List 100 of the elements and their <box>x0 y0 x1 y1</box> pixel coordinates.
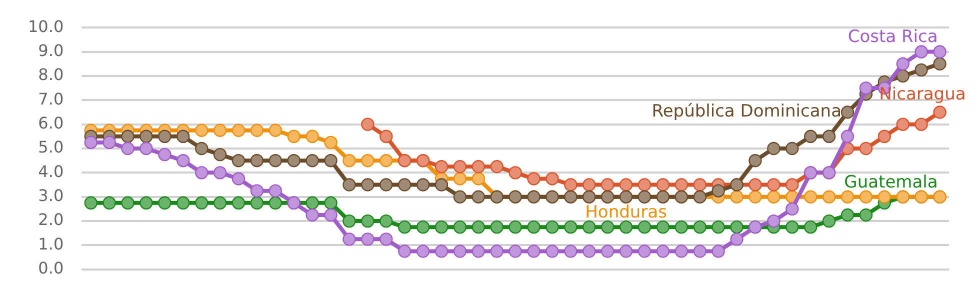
point <box>194 196 208 210</box>
point <box>933 45 946 58</box>
point <box>748 154 762 168</box>
point <box>656 178 670 192</box>
point <box>490 160 504 174</box>
point <box>933 106 946 119</box>
point <box>546 244 559 258</box>
point <box>527 220 540 234</box>
point <box>416 220 430 234</box>
point <box>804 220 818 234</box>
point <box>712 244 725 258</box>
point <box>546 172 559 186</box>
point <box>490 244 504 258</box>
point <box>527 172 540 186</box>
point <box>306 130 319 144</box>
point <box>232 124 246 137</box>
point <box>250 124 264 137</box>
point <box>84 196 98 210</box>
y-tick-label: 5.0 <box>38 138 64 157</box>
point <box>361 118 374 131</box>
point <box>416 244 430 258</box>
point <box>268 154 282 168</box>
point <box>730 190 744 204</box>
point <box>268 124 282 137</box>
point <box>693 178 706 192</box>
point <box>453 220 467 234</box>
point <box>342 178 356 192</box>
point <box>213 124 227 137</box>
point <box>767 214 780 228</box>
point <box>914 118 928 131</box>
point <box>121 142 134 156</box>
point <box>342 154 356 168</box>
point <box>324 154 338 168</box>
y-tick-label: 0.0 <box>38 258 64 278</box>
point <box>656 220 670 234</box>
point <box>176 154 190 168</box>
point <box>194 166 208 180</box>
point <box>232 196 246 210</box>
point <box>822 190 836 204</box>
point <box>859 142 873 156</box>
point <box>840 208 854 222</box>
point <box>564 220 578 234</box>
point <box>102 196 116 210</box>
point <box>767 190 780 204</box>
series-label: Nicaragua <box>879 84 966 105</box>
point <box>914 63 928 77</box>
point <box>638 244 652 258</box>
point <box>434 220 448 234</box>
point <box>250 184 264 198</box>
point <box>546 220 559 234</box>
point <box>822 130 836 144</box>
point <box>342 232 356 246</box>
point <box>268 196 282 210</box>
point <box>859 208 873 222</box>
point <box>638 220 652 234</box>
point <box>472 220 486 234</box>
point <box>398 178 412 192</box>
point <box>748 178 762 192</box>
point <box>287 130 300 144</box>
point <box>287 154 300 168</box>
point <box>434 244 448 258</box>
point <box>767 142 780 156</box>
point <box>416 178 430 192</box>
point <box>748 190 762 204</box>
series-label: Honduras <box>585 202 668 222</box>
point <box>158 130 172 144</box>
point <box>786 142 799 156</box>
point <box>213 196 227 210</box>
point <box>859 81 873 95</box>
point <box>380 178 393 192</box>
point <box>619 220 633 234</box>
point <box>361 178 374 192</box>
point <box>453 244 467 258</box>
point <box>324 208 338 222</box>
point <box>564 244 578 258</box>
point <box>804 190 818 204</box>
point <box>600 220 614 234</box>
point <box>840 106 854 119</box>
point <box>176 130 190 144</box>
y-tick-label: 6.0 <box>38 113 64 132</box>
point <box>767 178 780 192</box>
point <box>878 130 892 144</box>
point <box>786 202 799 216</box>
point <box>582 220 596 234</box>
y-tick-label: 2.0 <box>38 210 64 230</box>
point <box>306 154 319 168</box>
point <box>250 196 264 210</box>
point <box>398 244 412 258</box>
point <box>472 244 486 258</box>
point <box>712 220 725 234</box>
point <box>786 220 799 234</box>
point <box>434 178 448 192</box>
point <box>859 190 873 204</box>
point <box>453 160 467 174</box>
point <box>194 142 208 156</box>
point <box>822 214 836 228</box>
point <box>102 136 116 150</box>
point <box>140 196 153 210</box>
point <box>324 136 338 150</box>
point <box>508 220 522 234</box>
